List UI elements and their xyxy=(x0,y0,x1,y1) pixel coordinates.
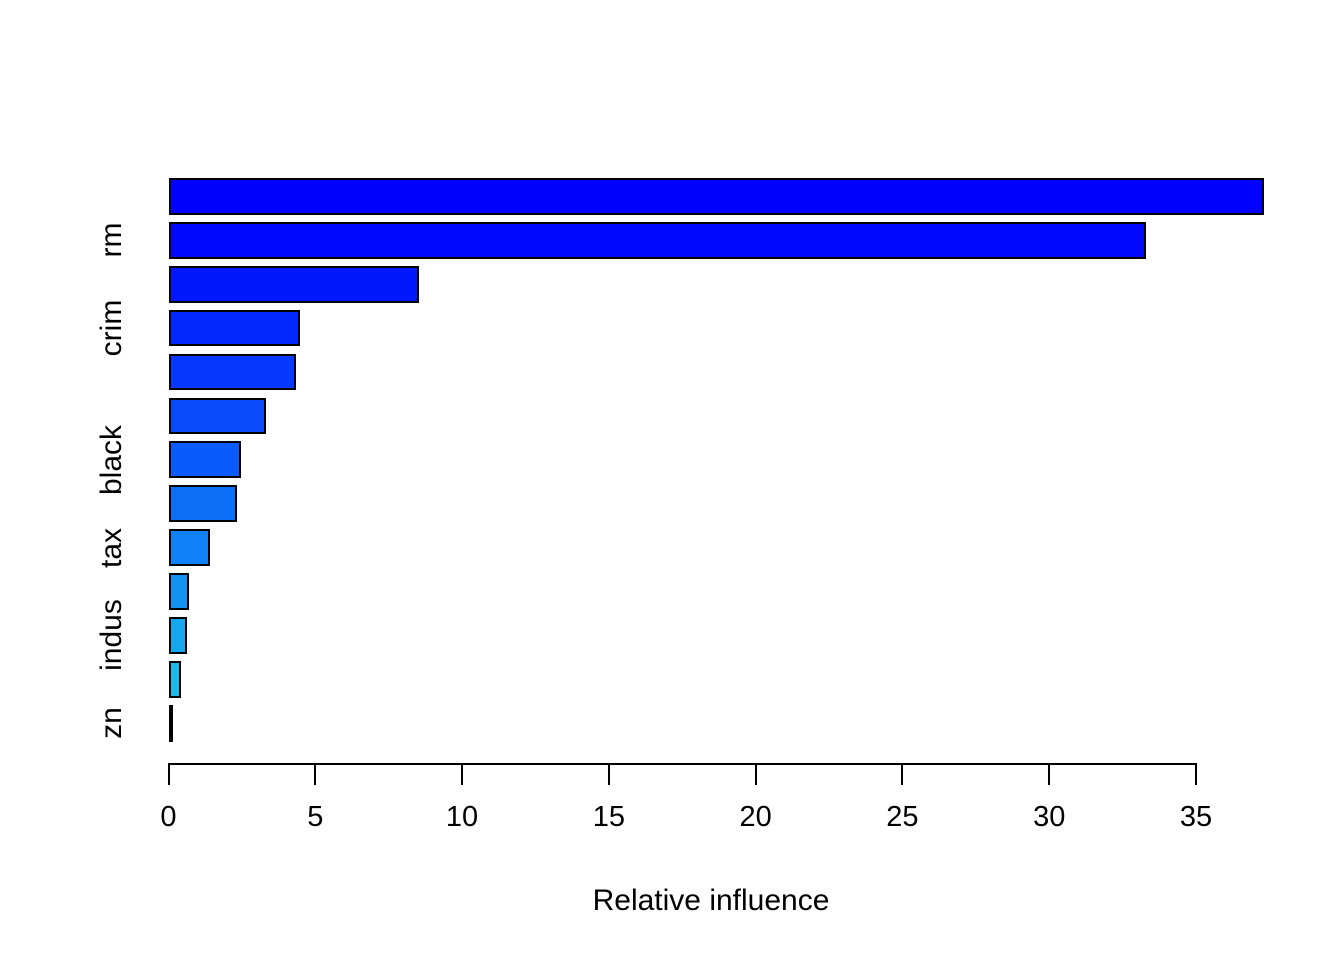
x-tick xyxy=(607,764,610,785)
x-tick-label: 5 xyxy=(307,801,324,833)
bar xyxy=(168,529,210,566)
y-axis-label: black xyxy=(95,424,128,495)
bar xyxy=(168,265,419,303)
bar xyxy=(168,617,188,654)
x-tick xyxy=(167,764,170,785)
x-tick-label: 35 xyxy=(1179,801,1213,833)
x-tick xyxy=(1194,764,1197,785)
x-tick-label: 25 xyxy=(886,801,919,833)
x-tick xyxy=(461,764,464,785)
bar xyxy=(168,485,237,523)
x-tick xyxy=(1048,764,1051,785)
y-axis-label: tax xyxy=(95,527,128,568)
bar xyxy=(168,441,241,479)
bar xyxy=(168,178,1264,215)
x-tick xyxy=(314,764,317,785)
bar xyxy=(168,309,301,347)
bar xyxy=(168,704,174,742)
y-axis-label: zn xyxy=(95,707,128,740)
y-axis-label: rm xyxy=(95,222,128,258)
x-tick-label: 30 xyxy=(1033,801,1066,833)
x-axis-line xyxy=(167,762,1197,765)
bar xyxy=(168,221,1147,259)
x-tick xyxy=(901,764,904,785)
x-axis-title: Relative influence xyxy=(592,884,830,917)
x-tick-label: 10 xyxy=(445,801,479,833)
x-tick-label: 0 xyxy=(160,801,177,833)
bar xyxy=(168,660,181,698)
x-tick-label: 15 xyxy=(592,801,625,833)
y-axis-label: crim xyxy=(95,299,128,357)
bar xyxy=(168,573,190,610)
y-axis-label: indus xyxy=(95,599,128,672)
bar xyxy=(168,397,266,435)
x-tick xyxy=(754,764,757,785)
bar xyxy=(168,353,297,391)
x-tick-label: 20 xyxy=(739,801,772,833)
